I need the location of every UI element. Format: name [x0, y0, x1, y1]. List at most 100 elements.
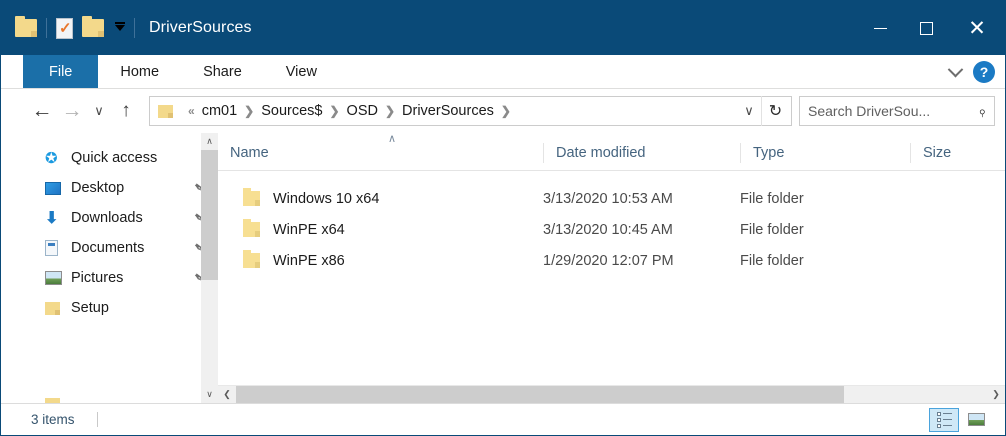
sort-ascending-icon: ∧	[388, 133, 397, 145]
sidebar-item-quick-access[interactable]: ✪ Quick access	[1, 143, 218, 173]
recent-locations-button[interactable]: ∨	[94, 103, 104, 118]
scroll-up-icon[interactable]: ∧	[206, 136, 213, 146]
tab-share[interactable]: Share	[203, 63, 242, 80]
column-headers: Name Date modified Type Size	[218, 133, 1005, 171]
sidebar-item-pictures[interactable]: Pictures ✒	[1, 263, 218, 293]
search-box[interactable]: Search DriverSou... ⌕	[799, 96, 995, 126]
sidebar-scroll-track[interactable]	[201, 150, 218, 386]
desktop-icon	[45, 181, 67, 195]
sidebar-item-label: Pictures	[71, 270, 124, 286]
cell-date-modified: 1/29/2020 12:07 PM	[543, 252, 674, 269]
sidebar-item-setup[interactable]: Setup	[1, 293, 218, 323]
sidebar-item-label: Quick access	[71, 150, 158, 166]
customize-qat-caret-icon[interactable]	[115, 22, 125, 31]
sidebar-item-label: Desktop	[71, 180, 125, 196]
folder-icon	[243, 219, 260, 237]
cell-type: File folder	[740, 190, 804, 207]
maximize-button[interactable]	[903, 1, 949, 55]
file-list-horizontal-scrollbar[interactable]: ❮ ❯	[218, 385, 1005, 404]
scroll-right-icon[interactable]: ❯	[992, 389, 1000, 399]
sidebar-scrollbar[interactable]: ∧ ∨	[201, 133, 218, 403]
column-header-type[interactable]: Type	[740, 143, 910, 163]
table-row[interactable]: WinPE x86 1/29/2020 12:07 PM File folder	[218, 245, 1005, 276]
breadcrumb-item-osd[interactable]: OSD	[346, 103, 378, 119]
large-icons-view-icon	[967, 413, 985, 426]
column-header-size[interactable]: Size	[910, 143, 1005, 163]
details-view-button[interactable]	[929, 407, 959, 432]
column-header-name[interactable]: Name	[230, 145, 269, 161]
new-folder-icon[interactable]	[82, 16, 104, 37]
scroll-left-icon[interactable]: ❮	[223, 389, 231, 399]
column-header-date-modified[interactable]: Date modified	[543, 143, 740, 163]
window-title: DriverSources	[149, 19, 252, 36]
app-folder-icon	[15, 16, 37, 37]
file-rows: Windows 10 x64 3/13/2020 10:53 AM File f…	[218, 171, 1005, 385]
folder-icon	[243, 188, 260, 206]
table-row[interactable]: WinPE x64 3/13/2020 10:45 AM File folder	[218, 214, 1005, 245]
up-button[interactable]: ↑	[121, 100, 131, 121]
address-bar: ← → ∨ ↑ « cm01 ❯ Sources$ ❯ OSD ❯ Driver…	[1, 89, 1005, 133]
item-count-label: 3 items	[31, 412, 75, 427]
horizontal-scroll-thumb[interactable]	[236, 385, 845, 404]
folder-icon	[45, 301, 67, 315]
cell-name: WinPE x64	[273, 221, 345, 238]
breadcrumb-item-driversources[interactable]: DriverSources	[402, 103, 494, 119]
scroll-down-icon[interactable]: ∨	[206, 389, 213, 399]
chevron-down-icon[interactable]	[947, 61, 964, 77]
breadcrumb-separator-2[interactable]: ❯	[329, 104, 340, 118]
ribbon-tabs: File Home Share View ?	[1, 55, 1005, 89]
forward-button[interactable]: →	[61, 99, 83, 122]
sidebar-item-documents[interactable]: Documents ✒	[1, 233, 218, 263]
help-icon[interactable]: ?	[973, 61, 995, 83]
breadcrumb-folder-icon	[158, 104, 173, 118]
sidebar-item-label: Downloads	[71, 210, 143, 226]
details-view-icon	[936, 411, 952, 428]
window-controls: ✕	[857, 1, 1005, 55]
downloads-icon: ⬇	[45, 210, 59, 227]
sidebar-item-label: Documents	[71, 240, 145, 256]
refresh-icon[interactable]: ↻	[761, 96, 789, 126]
tab-view[interactable]: View	[285, 63, 317, 80]
checkmark-glyph: ✓	[59, 19, 72, 37]
documents-icon	[45, 240, 67, 256]
back-button[interactable]: ←	[31, 99, 53, 122]
cell-date-modified: 3/13/2020 10:53 AM	[543, 190, 673, 207]
qat-separator-1	[46, 18, 47, 38]
cell-type: File folder	[740, 221, 804, 238]
view-toggle-group	[929, 407, 991, 432]
breadcrumb-overflow[interactable]: «	[188, 104, 195, 118]
breadcrumb-item-cm01[interactable]: cm01	[201, 103, 238, 119]
breadcrumb-dropdown-icon[interactable]: ∨	[744, 103, 754, 118]
minimize-icon	[873, 27, 887, 29]
tab-file[interactable]: File	[23, 55, 99, 88]
horizontal-scroll-track[interactable]	[236, 385, 987, 404]
breadcrumb-separator-3[interactable]: ❯	[384, 104, 396, 118]
sidebar-item-label: Setup	[71, 300, 109, 316]
large-icons-view-button[interactable]	[961, 408, 991, 432]
cell-date-modified: 3/13/2020 10:45 AM	[543, 221, 673, 238]
minimize-button[interactable]	[857, 1, 903, 55]
breadcrumb-separator-1[interactable]: ❯	[244, 104, 255, 118]
ribbon-right-controls: ?	[947, 55, 995, 89]
star-icon: ✪	[45, 150, 58, 167]
table-row[interactable]: Windows 10 x64 3/13/2020 10:53 AM File f…	[218, 183, 1005, 214]
qat-separator-2	[134, 18, 135, 38]
cell-type: File folder	[740, 252, 804, 269]
breadcrumb-item-sources[interactable]: Sources$	[261, 103, 323, 119]
sidebar-scroll-thumb[interactable]	[201, 150, 218, 280]
quick-access-toolbar: ✓	[1, 16, 135, 39]
breadcrumb-separator-4[interactable]: ❯	[500, 104, 511, 118]
tab-home[interactable]: Home	[120, 63, 160, 80]
breadcrumb[interactable]: « cm01 ❯ Sources$ ❯ OSD ❯ DriverSources …	[149, 96, 792, 126]
close-button[interactable]: ✕	[949, 1, 1005, 55]
sidebar-item-downloads[interactable]: ⬇ Downloads ✒	[1, 203, 218, 233]
navigation-pane: ✪ Quick access Desktop ✒ ⬇ Downloads ✒ D…	[1, 133, 218, 403]
sidebar-item-desktop[interactable]: Desktop ✒	[1, 173, 218, 203]
title-bar: ✓ DriverSources ✕	[1, 1, 1005, 55]
pictures-icon	[45, 271, 67, 285]
search-input[interactable]: Search DriverSou...	[808, 103, 931, 119]
cell-name: Windows 10 x64	[273, 190, 380, 207]
status-bar: 3 items	[1, 403, 1005, 435]
properties-icon[interactable]: ✓	[56, 17, 73, 39]
